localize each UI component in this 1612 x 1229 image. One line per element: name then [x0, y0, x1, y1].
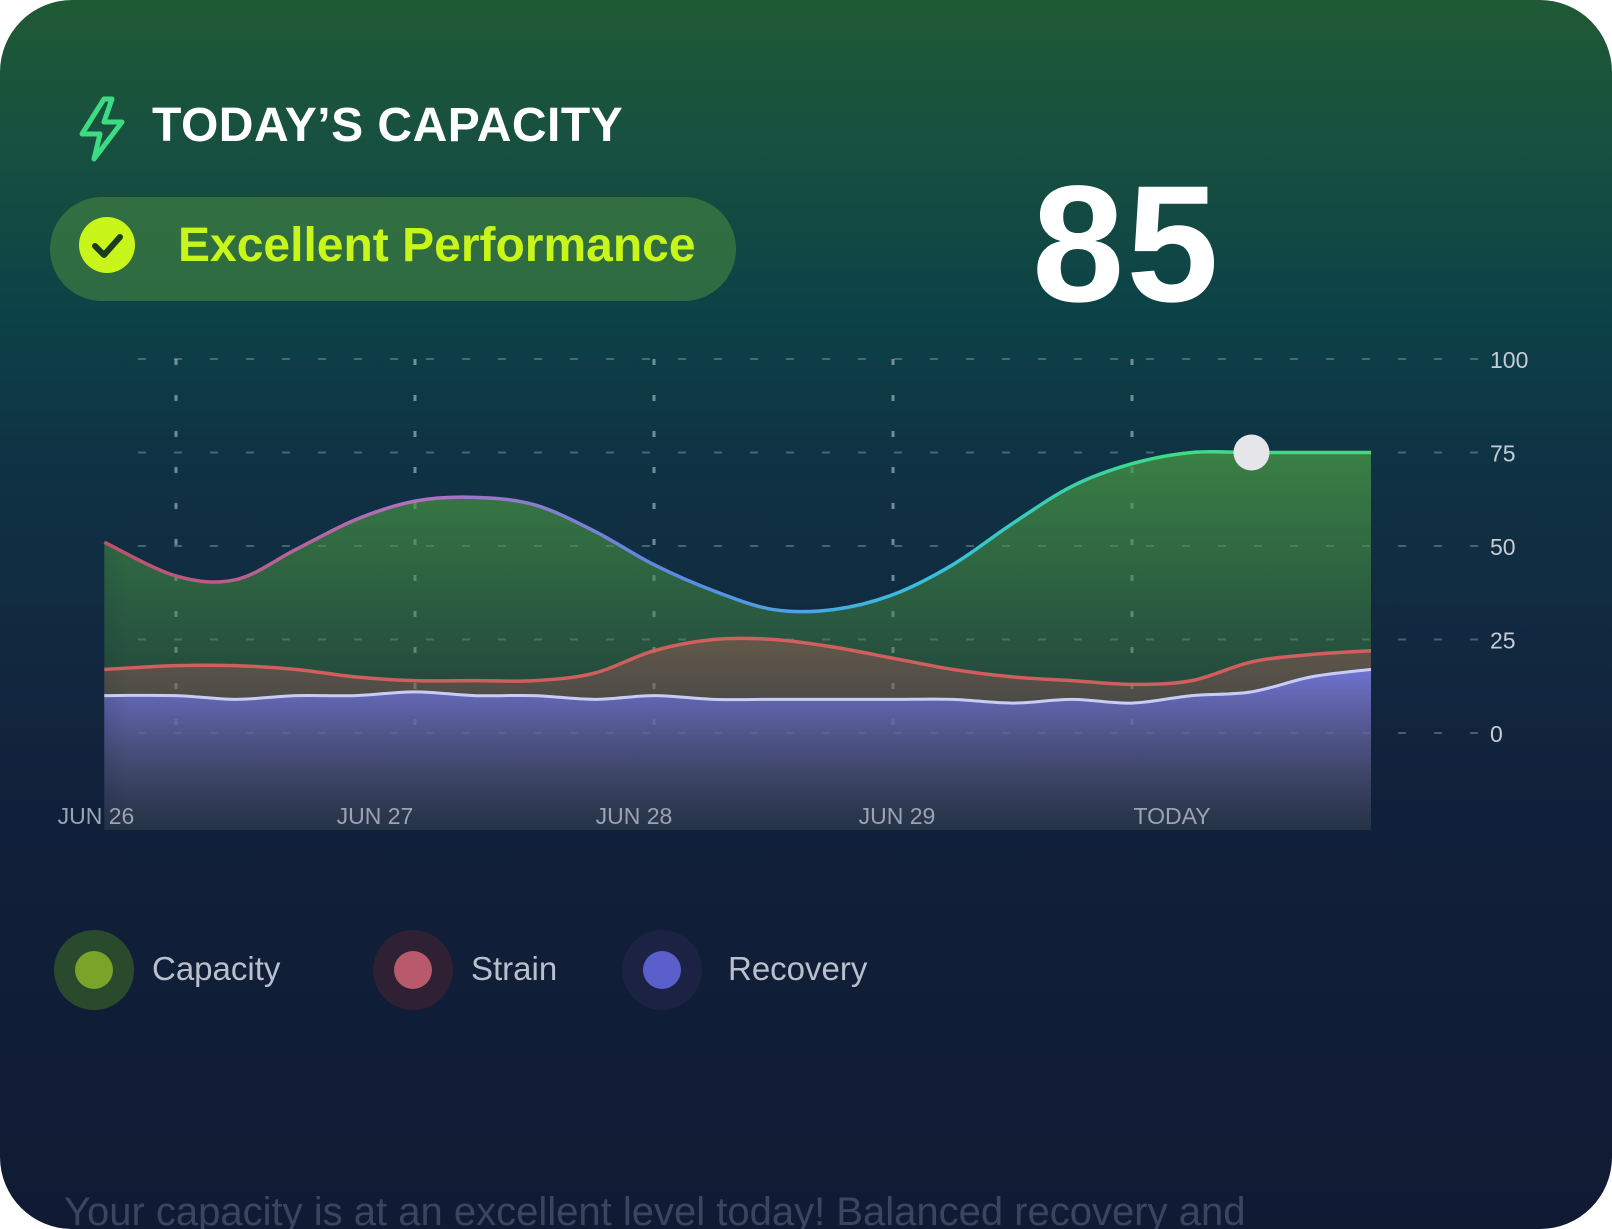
legend-label: Capacity: [152, 950, 281, 987]
y-tick-label: 0: [1490, 721, 1503, 747]
x-tick-label: JUN 28: [596, 803, 673, 829]
legend-swatch-strain: [394, 951, 432, 989]
legend-swatch-recovery: [643, 951, 681, 989]
y-tick-label: 25: [1490, 628, 1516, 654]
y-tick-label: 75: [1490, 441, 1516, 467]
capacity-chart: 0 25 50 75 100 JUN 26 JUN 27 JUN 28 JUN 29 TODAY: [58, 350, 1528, 830]
x-tick-label: JUN 29: [859, 803, 936, 829]
capacity-score: 85: [1032, 152, 1221, 337]
series-line-capacity: [103, 449, 1371, 614]
summary-text: Your capacity is at an excellent level t…: [64, 1190, 1246, 1229]
legend-label: Recovery: [728, 950, 868, 987]
x-tick-label: JUN 26: [58, 803, 135, 829]
status-label: Excellent Performance: [178, 219, 696, 272]
page-title: TODAY’S CAPACITY: [152, 99, 624, 152]
legend-swatch-capacity: [75, 951, 113, 989]
y-tick-label: 50: [1490, 534, 1516, 560]
x-tick-label: TODAY: [1133, 803, 1210, 829]
series-line-recovery: [104, 667, 1372, 705]
status-badge: [50, 197, 736, 301]
bolt-icon: [79, 96, 125, 162]
y-tick-label: 100: [1490, 350, 1528, 373]
highlight-point[interactable]: [1233, 434, 1270, 471]
legend-label: Strain: [471, 950, 558, 987]
area-recovery: [104, 669, 1371, 830]
x-tick-label: JUN 27: [337, 803, 414, 829]
series-line-strain: [104, 636, 1372, 687]
check-circle-icon: [79, 217, 135, 273]
